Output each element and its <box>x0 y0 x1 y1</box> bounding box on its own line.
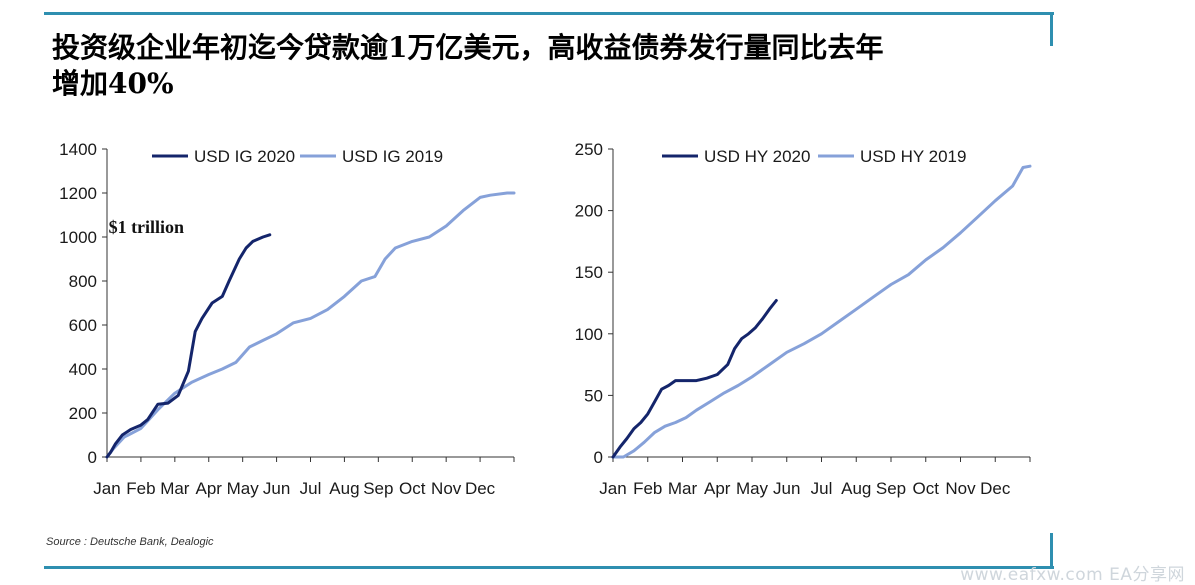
ig-x-tick-label: Jan <box>93 479 120 498</box>
hy-x-tick-label: Mar <box>668 479 698 498</box>
ig-x-tick-label: Oct <box>399 479 426 498</box>
ig-y-tick-label: 800 <box>69 272 97 291</box>
usd-hy-chart: 0 50 100 150 200 250 Jan Feb Mar Apr May Jun Jul Aug S… <box>575 140 1032 498</box>
series-line-usd-ig-2019 <box>105 191 516 459</box>
hy-y-tick-label: 150 <box>575 263 603 282</box>
hy-y-tick-label: 50 <box>584 386 603 405</box>
ig-x-tick-label: Nov <box>431 479 462 498</box>
hy-x-tick-label: Feb <box>633 479 662 498</box>
legend-label-usd-hy-2020: USD HY 2020 <box>704 147 810 166</box>
hy-y-tick-label: 0 <box>594 448 603 467</box>
source-note: Source : Deutsche Bank, Dealogic <box>46 536 214 548</box>
ig-y-tick-label: 1400 <box>59 140 97 159</box>
headline-line-2: 增加40% <box>52 67 174 100</box>
ig-y-tick-label: 400 <box>69 360 97 379</box>
ig-y-tick-label: 200 <box>69 404 97 423</box>
ig-y-tick-label: 600 <box>69 316 97 335</box>
headline-line-1: 投资级企业年初迄今贷款逾1万亿美元，高收益债券发行量同比去年 <box>52 31 884 64</box>
ig-y-tick-label: 1000 <box>59 228 97 247</box>
usd-ig-chart: 0 200 400 600 800 1000 1200 1400 Jan Feb Mar Apr May… <box>59 140 516 498</box>
ig-x-tick-label: Apr <box>196 479 223 498</box>
hy-y-tick-label: 200 <box>575 202 603 221</box>
ig-x-tick-label: Dec <box>465 479 496 498</box>
ig-x-tick-label: Feb <box>126 479 155 498</box>
legend-label-usd-hy-2019: USD HY 2019 <box>860 147 966 166</box>
hy-x-tick-label: May <box>736 479 769 498</box>
headline: 投资级企业年初迄今贷款逾1万亿美元，高收益债券发行量同比去年 增加40% <box>52 30 1032 102</box>
hy-x-tick-label: Jul <box>811 479 833 498</box>
hy-y-tick-label: 100 <box>575 325 603 344</box>
hy-x-tick-label: Sep <box>876 479 906 498</box>
hy-x-tick-label: Jan <box>599 479 626 498</box>
ig-x-tick-label: Jul <box>300 479 322 498</box>
bottom-rule <box>44 566 1054 569</box>
legend-label-usd-ig-2020: USD IG 2020 <box>194 147 295 166</box>
ig-y-tick-label: 1200 <box>59 184 97 203</box>
bottom-right-rule <box>1050 533 1053 569</box>
ig-x-tick-label: Mar <box>160 479 190 498</box>
legend-label-usd-ig-2019: USD IG 2019 <box>342 147 443 166</box>
watermark: www.eafxw.com EA分享网 <box>960 565 1185 585</box>
hy-y-tick-label: 250 <box>575 140 603 159</box>
series-line-usd-hy-2019 <box>611 164 1032 459</box>
series-line-usd-hy-2020 <box>611 299 778 459</box>
ig-annotation: $1 trillion <box>109 217 185 237</box>
hy-x-tick-label: Nov <box>945 479 976 498</box>
hy-x-tick-label: Apr <box>704 479 731 498</box>
top-rule <box>44 12 1054 15</box>
hy-x-tick-label: Oct <box>913 479 940 498</box>
ig-x-tick-label: May <box>227 479 260 498</box>
ig-y-tick-label: 0 <box>88 448 97 467</box>
series-line-usd-ig-2020 <box>105 233 272 459</box>
hy-x-tick-label: Aug <box>841 479 871 498</box>
ig-x-tick-label: Aug <box>329 479 359 498</box>
hy-x-tick-label: Jun <box>773 479 800 498</box>
hy-x-tick-label: Dec <box>980 479 1011 498</box>
ig-x-tick-label: Sep <box>363 479 393 498</box>
ig-x-tick-label: Jun <box>263 479 290 498</box>
top-right-rule <box>1050 12 1053 46</box>
